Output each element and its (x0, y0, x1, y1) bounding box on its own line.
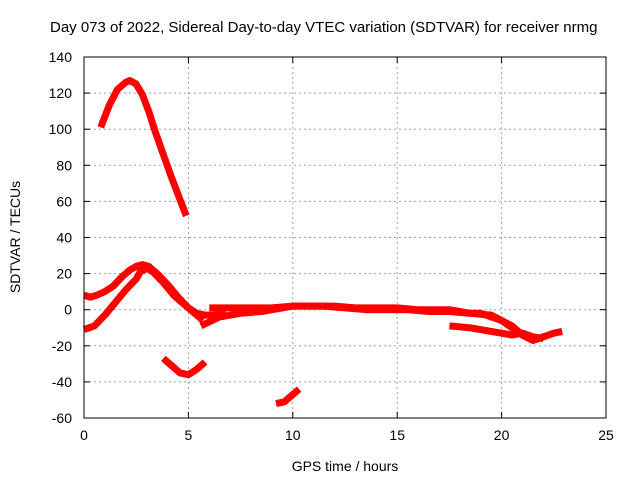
x-tick-label: 20 (494, 427, 510, 443)
y-tick-label: 40 (56, 230, 72, 246)
series-layer (82, 77, 563, 408)
y-tick-label: 140 (49, 49, 73, 65)
x-tick-label: 25 (598, 427, 614, 443)
series-arc-7 (449, 322, 544, 343)
grid (84, 57, 606, 418)
y-tick-label: 80 (56, 157, 72, 173)
series-arc-8 (275, 386, 302, 408)
x-tick-label: 15 (389, 427, 405, 443)
y-tick-label: -20 (52, 338, 72, 354)
x-axis-label: GPS time / hours (292, 458, 399, 474)
x-tick-label: 10 (285, 427, 301, 443)
chart-title: Day 073 of 2022, Sidereal Day-to-day VTE… (50, 19, 597, 36)
x-tick-label: 0 (80, 427, 88, 443)
y-tick-label: 100 (49, 121, 73, 137)
y-tick-label: 120 (49, 85, 73, 101)
y-axis-label: SDTVAR / TECUs (7, 181, 23, 293)
y-tick-label: -40 (52, 374, 72, 390)
x-tick-label: 5 (185, 427, 193, 443)
y-tick-label: -60 (52, 410, 72, 426)
series-arc-4 (161, 355, 208, 379)
y-tick-label: 0 (64, 302, 72, 318)
series-arc-1 (97, 77, 190, 218)
axis-ticks: 0 5 10 15 20 25 -60 -40 -20 0 20 40 60 80 100 120 140 (49, 49, 614, 443)
y-tick-label: 20 (56, 266, 72, 282)
series-arc-3 (82, 264, 206, 333)
y-tick-label: 60 (56, 193, 72, 209)
